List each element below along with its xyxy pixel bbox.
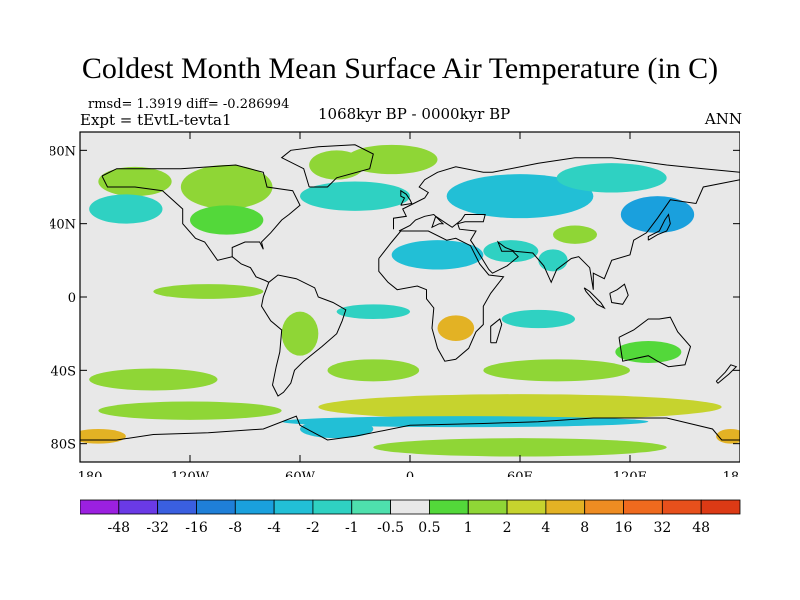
region-north-pacific — [89, 194, 163, 224]
region-alaska — [98, 166, 172, 197]
region-indian-ocean — [501, 309, 575, 329]
y-tick-label: 80S — [51, 438, 76, 453]
coast-borneo — [609, 283, 629, 305]
temperature-map: 180 120W 60W 0 60E 120E 180 80N 40N 0 40S 80S — [50, 131, 740, 477]
coast-sumatra — [583, 287, 606, 310]
region-eurasia — [446, 174, 594, 219]
coast-east-asia — [398, 179, 740, 290]
coast-central-america — [231, 256, 270, 283]
colorbar-box — [196, 499, 236, 515]
region-india — [538, 249, 568, 272]
x-tick-label: 60E — [507, 470, 533, 477]
coast-africa — [378, 230, 505, 362]
y-tick-label: 40N — [50, 218, 76, 233]
coast-madagascar — [490, 318, 503, 344]
colorbar-box — [312, 499, 353, 515]
period-label: 1068kyr BP - 0000kyr BP — [318, 105, 511, 123]
region-tropical-atlantic — [336, 304, 411, 319]
region-southern-ocean — [318, 394, 722, 420]
colorbar-label: -2 — [306, 520, 320, 536]
region-sahara — [391, 240, 484, 270]
region-north-america — [190, 205, 264, 235]
colorbar-label: -32 — [146, 520, 169, 536]
colorbar-label: 1 — [464, 520, 473, 536]
colorbar-label: -4 — [267, 520, 281, 536]
x-tick-label: 0 — [406, 470, 414, 477]
coast-britain — [400, 189, 413, 206]
colorbar-label: 16 — [615, 520, 633, 536]
stats-line: rmsd= 1.3919 diff= -0.286994 — [88, 97, 290, 112]
region-north-atlantic — [300, 181, 410, 211]
region-tibet — [553, 225, 597, 244]
colorbar-box — [429, 499, 469, 515]
experiment-label: Expt = tEvtL-tevta1 — [80, 111, 232, 129]
y-tick-label: 0 — [68, 291, 76, 306]
region-northeast-asia — [620, 196, 695, 233]
region-southern-africa — [437, 315, 475, 341]
x-tick-label: 180 — [78, 470, 103, 477]
colorbar-box — [351, 499, 391, 515]
colorbar-box — [700, 499, 741, 515]
x-tick-label: 120E — [613, 470, 647, 477]
colorbar-box — [584, 499, 624, 515]
region-antarctic-coast — [281, 416, 649, 428]
coast-new-zealand — [715, 364, 738, 384]
region-canada — [180, 165, 273, 209]
region-ross-sea — [80, 429, 126, 444]
colorbar-label: -16 — [185, 520, 208, 536]
region-siberia — [556, 163, 667, 193]
colorbar-label: -1 — [345, 520, 359, 536]
colorbar-box — [506, 499, 547, 515]
anomaly-regions — [80, 144, 740, 457]
x-tick-label: 60W — [285, 470, 316, 477]
plot-title: Coldest Month Mean Surface Air Temperatu… — [81, 52, 719, 85]
region-australia — [615, 341, 682, 363]
season-label: ANN — [704, 110, 742, 128]
colorbar-label: -48 — [108, 520, 131, 536]
region-south-atlantic — [327, 359, 420, 382]
colorbar-label: -0.5 — [377, 520, 404, 536]
colorbar-label: -8 — [228, 520, 242, 536]
colorbar-label: 4 — [541, 520, 550, 536]
colorbar-box — [273, 499, 314, 515]
coast-japan — [647, 213, 671, 241]
coast-north-america — [101, 164, 301, 261]
region-antarctica — [373, 438, 667, 457]
colorbar-box — [661, 499, 702, 515]
region-southern-ocean-west — [98, 401, 282, 420]
coast-europe — [393, 166, 493, 230]
region-weddell-sea — [300, 419, 374, 439]
axis-ticks: 180 120W 60W 0 60E 120E 180 80N 40N 0 40S 80S — [50, 132, 740, 477]
x-tick-label: 180 — [723, 470, 740, 477]
colorbar-box — [234, 499, 275, 515]
coast-australia — [618, 316, 692, 368]
colorbar-label: 2 — [503, 520, 512, 536]
colorbar-box — [80, 499, 120, 515]
colorbar-label: 8 — [580, 520, 589, 536]
colorbar-label: 32 — [653, 520, 671, 536]
colorbar-label: 0.5 — [418, 520, 440, 536]
coast-greenland — [280, 144, 374, 188]
region-greenland — [309, 150, 365, 180]
region-south-indian-ocean — [483, 359, 630, 382]
colorbar-box — [467, 499, 508, 515]
y-tick-label: 40S — [51, 364, 76, 379]
x-tick-label: 120W — [171, 470, 210, 477]
coast-antarctica — [80, 415, 740, 441]
coast-south-america — [260, 274, 347, 397]
region-south-pacific — [89, 368, 218, 391]
colorbar-box — [545, 499, 586, 515]
colorbar-box — [390, 499, 430, 515]
colorbar: -48 -32 -16 -8 -4 -2 -1 -0.5 0.5 1 2 4 8 16 32 48 — [80, 499, 741, 536]
colorbar-label: 48 — [692, 520, 710, 536]
colorbar-box — [118, 499, 159, 515]
colorbar-box — [157, 499, 197, 515]
coast-asia — [492, 157, 740, 173]
y-tick-label: 80N — [50, 144, 76, 159]
region-south-america — [281, 311, 319, 356]
colorbar-box — [623, 499, 663, 515]
region-tropical-east-pacific — [153, 284, 264, 299]
coastlines — [80, 144, 740, 441]
